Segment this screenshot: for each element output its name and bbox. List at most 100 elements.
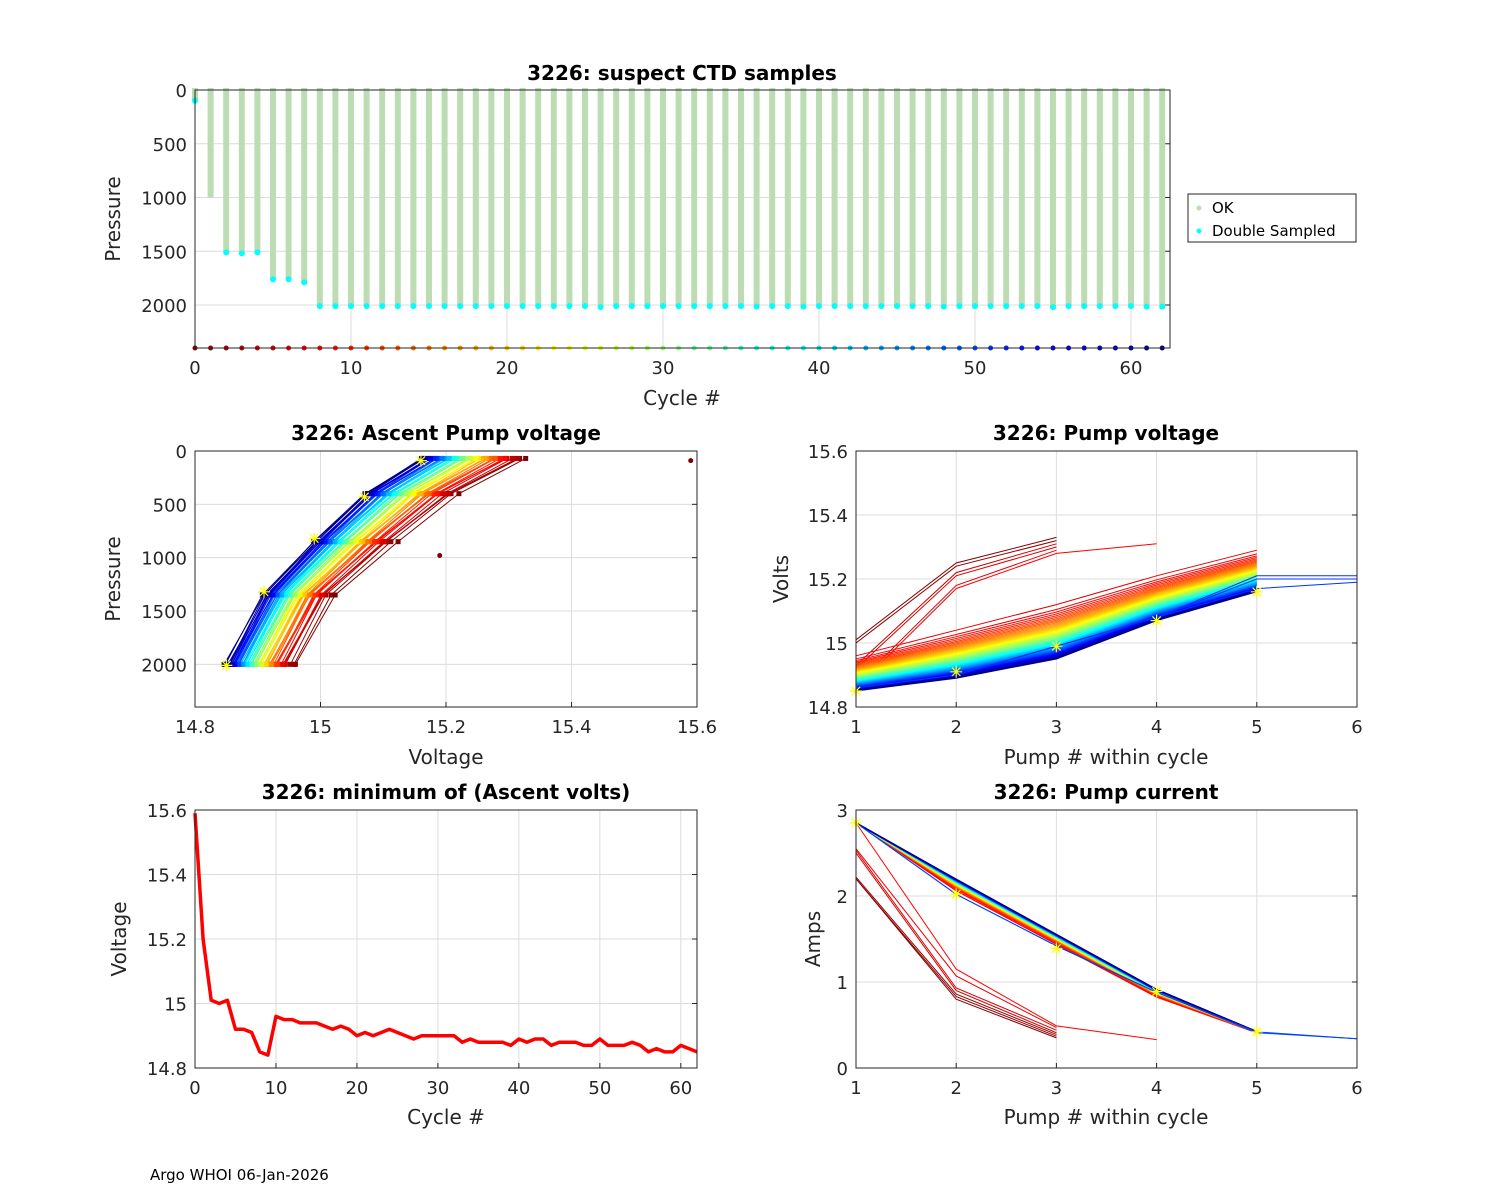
double-sampled-point bbox=[800, 303, 807, 310]
footer-credit: Argo WHOI 06-Jan-2026 bbox=[150, 1166, 329, 1184]
cycle-point bbox=[296, 592, 302, 598]
x-tick-label: 2 bbox=[950, 1078, 961, 1099]
cycle-line bbox=[855, 822, 1358, 1040]
x-axis-label: Cycle # bbox=[407, 1105, 485, 1129]
x-tick-label: 4 bbox=[1151, 1078, 1162, 1099]
cycle-point bbox=[244, 661, 250, 667]
cycle-point bbox=[341, 539, 347, 545]
cycle-point bbox=[265, 592, 271, 598]
x-axis-label: Pump # within cycle bbox=[1004, 1105, 1209, 1129]
double-sampled-point bbox=[1112, 303, 1119, 310]
legend-ok-label: OK bbox=[1212, 199, 1235, 217]
y-tick-label: 15.4 bbox=[808, 506, 848, 527]
outlier-point bbox=[437, 553, 443, 559]
double-sampled-point bbox=[535, 303, 542, 310]
cycle-point bbox=[372, 491, 378, 497]
cycle-line bbox=[855, 567, 1257, 671]
cycle-point bbox=[332, 592, 338, 598]
cycle-line bbox=[855, 591, 1257, 692]
legend: OK Double Sampled bbox=[1187, 193, 1357, 243]
ascent-pump-voltage-chart: 14.8 15 15.2 15.4 15.6 0 500 1000 1500 2000 3226:… bbox=[101, 421, 717, 769]
y-tick-label: 500 bbox=[153, 495, 187, 516]
cycle-line bbox=[855, 574, 1257, 678]
cycle-point bbox=[388, 539, 394, 545]
cycle-line bbox=[855, 560, 1257, 666]
y-tick-label: 2000 bbox=[141, 296, 187, 317]
cycle-point bbox=[384, 491, 390, 497]
y-tick-label: 15.6 bbox=[147, 801, 187, 822]
cycle-point bbox=[456, 491, 462, 497]
x-tick-label: 4 bbox=[1151, 717, 1162, 738]
double-sampled-point bbox=[1034, 303, 1041, 310]
double-sampled-point bbox=[1096, 303, 1103, 310]
highlight-marker bbox=[950, 665, 963, 678]
y-tick-label: 15 bbox=[825, 634, 848, 655]
cycle-line bbox=[855, 822, 1258, 1033]
cycle-point bbox=[381, 539, 387, 545]
cycle-line bbox=[855, 540, 1057, 644]
x-tick-label: 15.2 bbox=[426, 717, 466, 738]
highlight-marker bbox=[1150, 614, 1163, 627]
highlight-marker bbox=[1250, 1025, 1263, 1038]
x-tick-label: 1 bbox=[850, 1078, 861, 1099]
highlight-marker bbox=[258, 585, 271, 598]
cycle-point bbox=[464, 455, 470, 461]
legend-box bbox=[1187, 193, 1357, 243]
double-sampled-point bbox=[784, 303, 791, 310]
cycle-point bbox=[304, 592, 310, 598]
double-sampled-point bbox=[753, 303, 760, 310]
cycle-point bbox=[418, 491, 424, 497]
x-tick-label: 10 bbox=[265, 1078, 288, 1099]
axes-box bbox=[194, 89, 1171, 349]
cycle-point bbox=[439, 491, 445, 497]
double-sampled-point bbox=[488, 303, 495, 310]
chart-title: 3226: suspect CTD samples bbox=[527, 61, 837, 85]
cycle-point bbox=[467, 455, 473, 461]
chart-marks bbox=[192, 88, 1166, 351]
y-tick-label: 15.2 bbox=[808, 570, 848, 591]
cycle-line bbox=[855, 848, 1057, 1029]
cycle-point bbox=[313, 539, 319, 545]
x-tick-label: 3 bbox=[1051, 717, 1062, 738]
cycle-line bbox=[855, 822, 1358, 1040]
cycle-line bbox=[855, 566, 1257, 671]
cycle-line bbox=[855, 572, 1257, 676]
cycle-point bbox=[357, 539, 363, 545]
cycle-point bbox=[274, 592, 280, 598]
cycle-point bbox=[444, 491, 450, 497]
cycle-line bbox=[855, 581, 1358, 689]
x-tick-label: 6 bbox=[1351, 717, 1362, 738]
cycle-point bbox=[257, 661, 263, 667]
double-sampled-point bbox=[1050, 304, 1056, 311]
double-sampled-point bbox=[1081, 303, 1088, 310]
double-sampled-point bbox=[925, 303, 932, 310]
cycle-line bbox=[855, 559, 1257, 665]
double-sampled-point bbox=[972, 303, 978, 310]
cycle-point bbox=[278, 661, 284, 667]
axes-box bbox=[194, 450, 698, 708]
x-tick-label: 15.6 bbox=[677, 717, 717, 738]
cycle-point bbox=[416, 491, 422, 497]
cycle-line bbox=[855, 536, 1057, 641]
highlight-marker bbox=[414, 454, 427, 467]
cycle-line bbox=[254, 458, 464, 665]
cycle-point bbox=[285, 592, 291, 598]
y-tick-label: 15.2 bbox=[147, 930, 187, 951]
y-axis-label: Volts bbox=[769, 555, 793, 603]
double-sampled-point bbox=[769, 303, 776, 310]
cycle-point bbox=[307, 592, 313, 598]
double-sampled-point bbox=[722, 303, 729, 310]
cycle-point bbox=[328, 592, 334, 598]
cycle-point bbox=[491, 455, 497, 461]
min-volts-line bbox=[193, 813, 698, 1057]
chart-title: 3226: Ascent Pump voltage bbox=[291, 421, 601, 445]
x-tick-label: 60 bbox=[669, 1078, 692, 1099]
x-tick-label: 5 bbox=[1251, 717, 1262, 738]
cycle-line bbox=[855, 556, 1257, 663]
cycle-point bbox=[514, 455, 520, 461]
cycle-point bbox=[424, 491, 430, 497]
x-tick-label: 20 bbox=[345, 1078, 368, 1099]
grid-lines bbox=[855, 809, 1358, 1069]
cycle-line bbox=[855, 549, 1057, 685]
